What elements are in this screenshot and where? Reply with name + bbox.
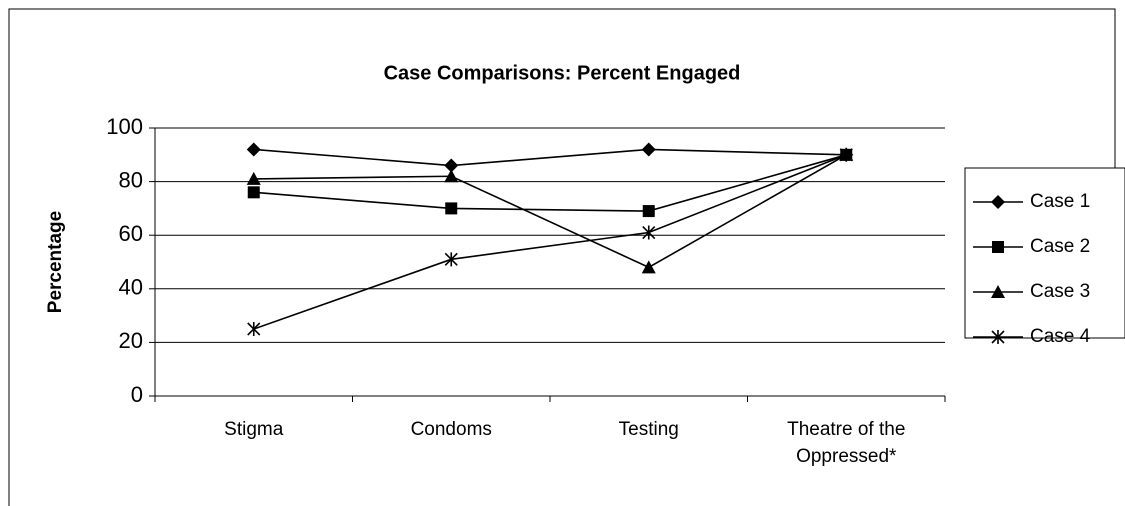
y-tick-label: 80 bbox=[119, 167, 143, 192]
y-tick-label: 40 bbox=[119, 275, 143, 300]
y-tick-label: 100 bbox=[106, 114, 143, 139]
x-tick-label: Stigma bbox=[224, 419, 284, 440]
series-line bbox=[253, 154, 847, 330]
marker bbox=[445, 202, 458, 215]
marker bbox=[444, 169, 459, 183]
y-axis-label: Percentage bbox=[45, 211, 66, 313]
x-tick-label-box: Theatre of the Oppressed* bbox=[787, 419, 906, 467]
x-tick-label-box: Stigma bbox=[224, 419, 284, 440]
legend-marker bbox=[991, 330, 1005, 344]
x-tick-label: Testing bbox=[618, 419, 679, 440]
legend-label: Case 3 bbox=[1030, 281, 1090, 302]
legend-label: Case 1 bbox=[1030, 191, 1090, 212]
x-tick-label-box: Testing bbox=[618, 419, 679, 440]
marker bbox=[642, 225, 656, 240]
chart-title: Case Comparisons: Percent Engaged bbox=[384, 62, 741, 84]
legend-label: Case 2 bbox=[1030, 236, 1090, 257]
chart-border bbox=[8, 8, 1116, 506]
marker bbox=[247, 322, 261, 336]
legend-marker bbox=[992, 241, 1004, 253]
x-tick-label: Theatre of the Oppressed* bbox=[787, 419, 906, 467]
marker bbox=[642, 205, 655, 218]
marker bbox=[246, 171, 261, 185]
marker bbox=[641, 260, 656, 274]
legend-marker bbox=[991, 285, 1005, 298]
y-tick-label: 0 bbox=[131, 382, 143, 407]
y-tick-label: 60 bbox=[119, 221, 143, 246]
marker bbox=[444, 252, 458, 267]
marker bbox=[444, 158, 459, 173]
legend-box bbox=[964, 167, 1125, 339]
legend-marker bbox=[991, 195, 1005, 209]
y-tick-label: 20 bbox=[119, 328, 143, 353]
series-line bbox=[253, 154, 847, 269]
marker bbox=[641, 142, 656, 157]
series-line bbox=[253, 154, 847, 212]
x-tick-label-box: Condoms bbox=[410, 419, 492, 440]
x-tick-label: Condoms bbox=[410, 419, 492, 440]
legend-label: Case 4 bbox=[1030, 326, 1091, 347]
marker bbox=[839, 147, 853, 162]
marker bbox=[246, 142, 261, 157]
series-line bbox=[253, 148, 847, 167]
marker bbox=[247, 186, 260, 199]
